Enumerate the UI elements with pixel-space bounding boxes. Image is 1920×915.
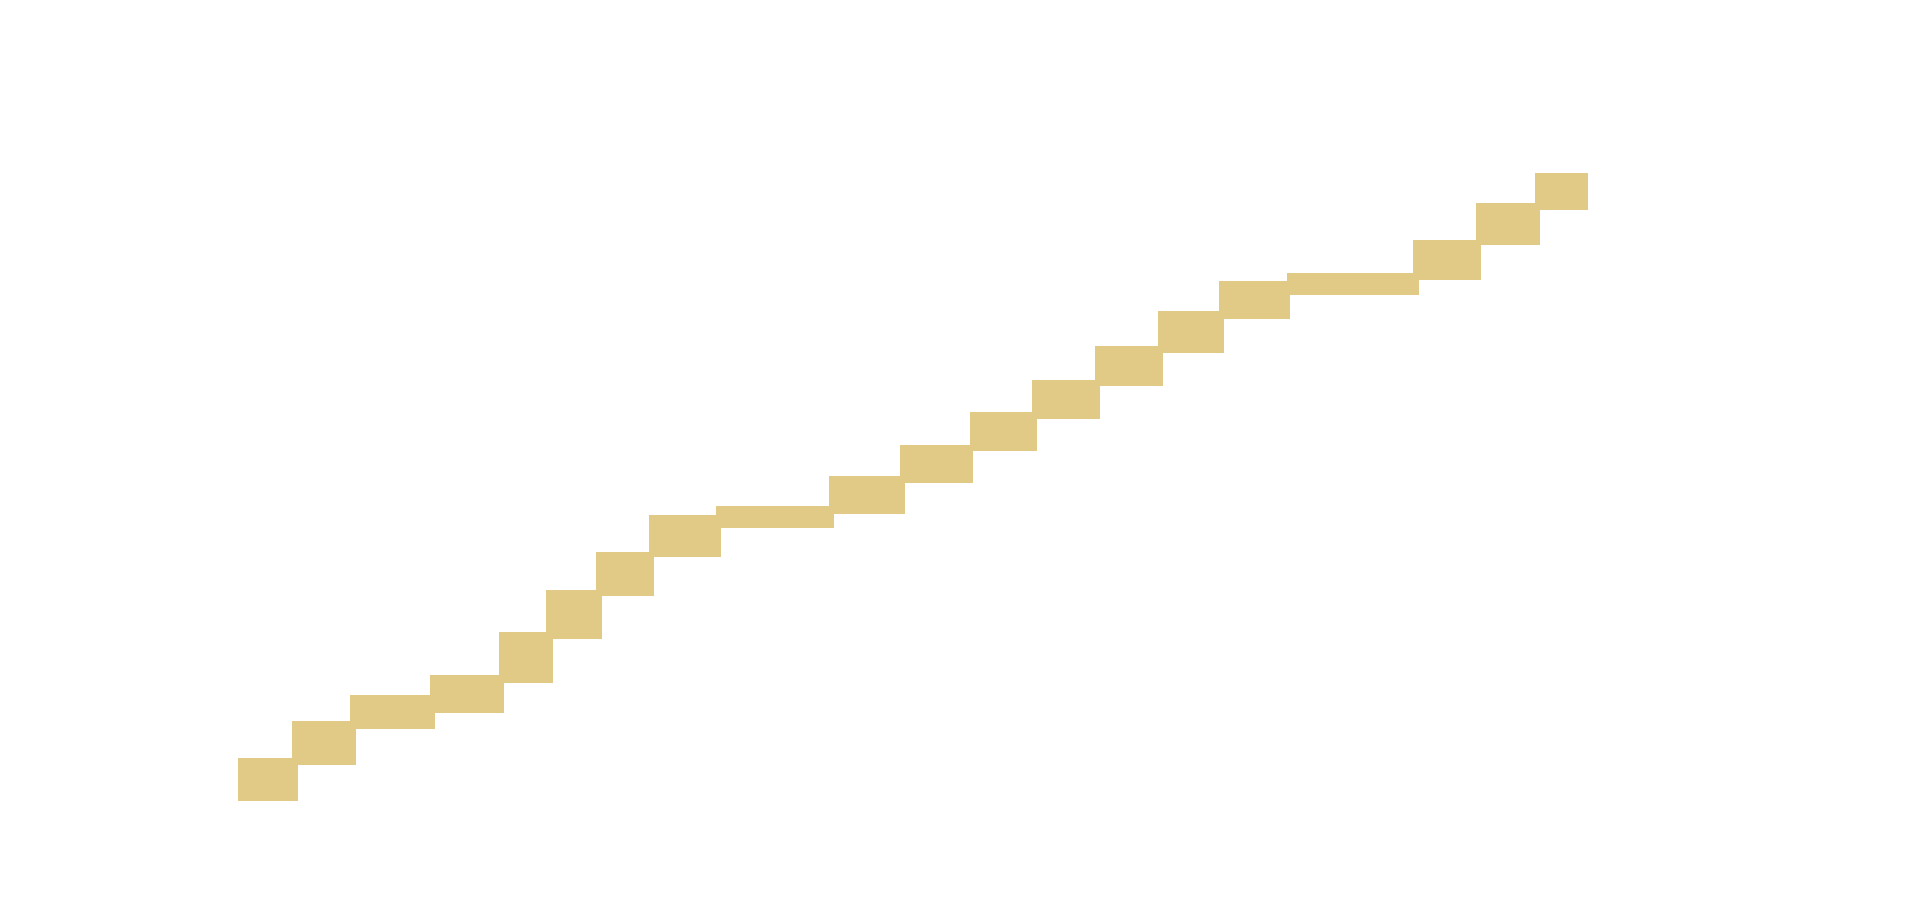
line-segment-block [1535,173,1588,210]
line-segment-block [292,721,356,765]
line-segment-block [430,675,504,713]
line-segment-block [1158,311,1224,353]
line-segment-block [1095,346,1163,386]
line-segment-block [1219,281,1290,319]
line-segment-block [900,445,973,483]
line-segment-block [1476,203,1540,245]
line-flat-run-block [350,695,435,729]
line-flat-run-block [1287,273,1419,295]
line-segment-block [1413,240,1481,280]
line-segment-block [546,590,602,639]
line-segment-block [649,515,721,557]
line-segment-block [1032,380,1100,419]
line-segment-block [829,476,905,514]
line-flat-run-block [716,506,834,528]
line-segment-block [238,758,298,801]
line-segment-block [970,412,1037,451]
line-segment-block [596,552,654,596]
line-segment-block [499,632,553,683]
